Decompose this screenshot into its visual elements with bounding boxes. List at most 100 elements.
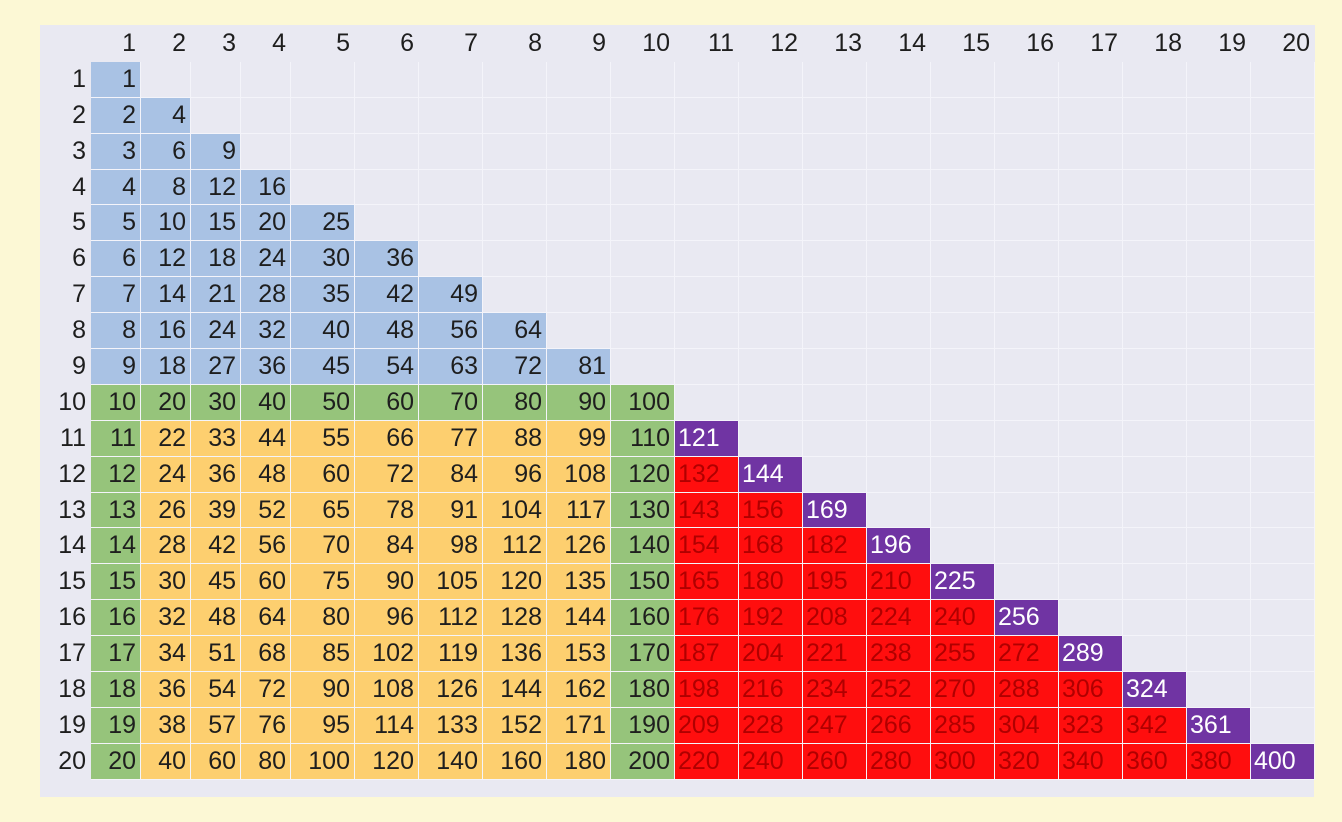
table-cell: 16 (90, 599, 141, 637)
table-cell: 8 (90, 312, 141, 350)
table-cell (354, 60, 419, 98)
table-cell (866, 312, 931, 350)
table-cell: 133 (418, 706, 483, 744)
table-cell (482, 240, 547, 278)
table-cell (1058, 599, 1123, 637)
table-cell (802, 240, 867, 278)
table-cell (1058, 168, 1123, 206)
table-cell (738, 240, 803, 278)
row-header: 6 (40, 240, 91, 278)
table-cell (930, 132, 995, 170)
table-cell (354, 132, 419, 170)
row-header: 19 (40, 706, 91, 744)
table-cell (1058, 60, 1123, 98)
table-cell (738, 168, 803, 206)
table-cell: 260 (802, 742, 867, 780)
table-cell (1250, 60, 1315, 98)
table-cell: 78 (354, 491, 419, 529)
table-cell: 20 (90, 742, 141, 780)
table-cell: 51 (190, 635, 241, 673)
table-cell: 40 (290, 312, 355, 350)
table-cell: 110 (610, 419, 675, 457)
table-cell: 50 (290, 383, 355, 421)
table-cell (994, 348, 1059, 385)
table-cell (418, 132, 483, 170)
table-cell (546, 312, 611, 350)
table-cell: 70 (290, 527, 355, 565)
table-cell: 39 (190, 491, 241, 529)
table-cell: 400 (1250, 742, 1315, 780)
table-cell: 228 (738, 706, 803, 744)
table-cell: 32 (240, 312, 291, 350)
table-cell: 234 (802, 671, 867, 708)
column-header: 13 (802, 25, 867, 62)
table-cell: 180 (546, 742, 611, 780)
table-row: 10 10 20 30 40 50 60 70 80 90 100 (40, 383, 1315, 421)
row-header: 1 (40, 60, 91, 98)
row-header: 2 (40, 96, 91, 134)
table-cell (674, 312, 739, 350)
table-cell (482, 96, 547, 134)
table-cell: 84 (354, 527, 419, 565)
table-cell (930, 96, 995, 134)
table-row: 18 18 36 54 72 90 108 126 144 162 180 198 216 234 252 2… (40, 671, 1315, 708)
column-header: 18 (1122, 25, 1187, 62)
table-cell (1122, 348, 1187, 385)
row-header: 20 (40, 742, 91, 780)
table-cell (1058, 419, 1123, 457)
table-cell (802, 168, 867, 206)
table-cell: 323 (1058, 706, 1123, 744)
table-cell (546, 96, 611, 134)
table-cell: 342 (1122, 706, 1187, 744)
table-cell (610, 60, 675, 98)
table-cell (1186, 491, 1251, 529)
table-cell: 28 (140, 527, 191, 565)
table-cell: 198 (674, 671, 739, 708)
table-cell (1250, 527, 1315, 565)
table-cell (1250, 635, 1315, 673)
table-cell: 20 (140, 383, 191, 421)
table-cell (802, 204, 867, 242)
table-cell (930, 383, 995, 421)
table-cell: 3 (90, 132, 141, 170)
table-cell: 19 (90, 706, 141, 744)
column-header: 7 (418, 25, 483, 62)
table-cell: 44 (240, 419, 291, 457)
table-cell: 17 (90, 635, 141, 673)
table-cell: 12 (90, 455, 141, 493)
table-cell (1250, 276, 1315, 314)
table-cell (1186, 132, 1251, 170)
table-cell: 1 (90, 60, 141, 98)
table-cell: 8 (140, 168, 191, 206)
column-header: 6 (354, 25, 419, 62)
table-cell (1250, 563, 1315, 601)
table-cell (738, 312, 803, 350)
table-cell: 21 (190, 276, 241, 314)
table-cell (1058, 276, 1123, 314)
column-header: 20 (1250, 25, 1315, 62)
table-row: 13 13 26 39 52 65 78 91 104 117 130 143 156 169 (40, 491, 1315, 529)
table-cell: 60 (290, 455, 355, 493)
table-cell: 200 (610, 742, 675, 780)
table-cell: 112 (482, 527, 547, 565)
table-cell: 120 (482, 563, 547, 601)
table-cell: 114 (354, 706, 419, 744)
table-cell (482, 204, 547, 242)
table-cell (994, 563, 1059, 601)
table-cell: 140 (610, 527, 675, 565)
table-cell: 140 (418, 742, 483, 780)
table-cell (994, 132, 1059, 170)
table-cell (674, 168, 739, 206)
table-cell (738, 276, 803, 314)
table-cell (866, 96, 931, 134)
table-cell: 14 (90, 527, 141, 565)
table-cell: 171 (546, 706, 611, 744)
table-cell (1250, 383, 1315, 421)
table-cell: 64 (240, 599, 291, 637)
row-header: 15 (40, 563, 91, 601)
table-cell: 9 (90, 348, 141, 385)
table-cell (610, 96, 675, 134)
table-cell: 209 (674, 706, 739, 744)
table-cell (1250, 599, 1315, 637)
table-cell (1122, 563, 1187, 601)
